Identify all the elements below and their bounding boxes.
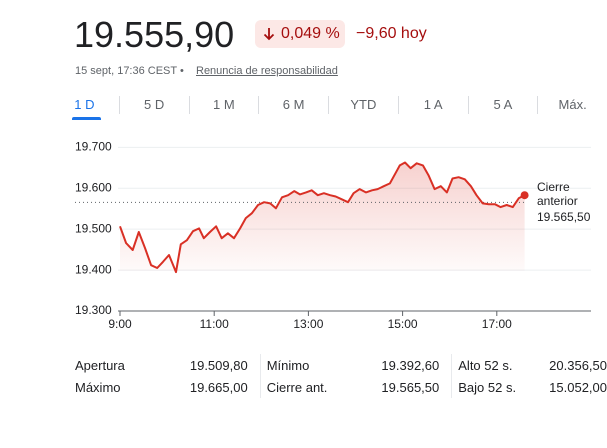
price: 19.555,90 xyxy=(74,14,235,55)
stat-value: 19.392,60 xyxy=(345,354,453,376)
stat-label: Máximo xyxy=(75,379,121,395)
range-tab[interactable]: 1 A xyxy=(397,96,468,114)
stats-table: Apertura 19.509,80 Mínimo 19.392,60 Alto 52 … xyxy=(73,354,607,398)
stats-row: Apertura 19.509,80 Mínimo 19.392,60 Alto 52 … xyxy=(73,354,607,376)
stat-value: 20.356,50 xyxy=(549,357,607,373)
previous-close-label: Cierre anterior xyxy=(537,180,578,208)
range-tab[interactable]: 1 D xyxy=(50,96,119,120)
previous-close-value: 19.565,50 xyxy=(537,210,591,224)
range-tab[interactable]: 5 D xyxy=(118,96,189,114)
timestamp: 15 sept, 17:36 CEST • xyxy=(75,65,184,77)
x-tick-label: 9:00 xyxy=(108,317,132,331)
x-tick-label: 17:00 xyxy=(482,317,512,331)
last-point xyxy=(520,191,529,200)
stats-row: Máximo 19.665,00 Cierre ant. 19.565,50 Bajo … xyxy=(73,376,607,398)
change-today: −9,60 hoy xyxy=(356,25,427,42)
stat-label: Bajo 52 s. xyxy=(458,379,517,395)
range-tab[interactable]: Máx. xyxy=(537,96,607,114)
stat-label: Cierre ant. xyxy=(266,379,328,395)
stat-value: 19.509,80 xyxy=(154,354,261,376)
down-arrow xyxy=(263,28,275,41)
y-tick-label: 19.300 xyxy=(75,303,112,317)
x-tick-label: 15:00 xyxy=(388,317,418,331)
y-tick-label: 19.400 xyxy=(75,262,112,276)
change-badge: 0,049 % xyxy=(255,20,345,48)
range-tab[interactable]: 1 M xyxy=(188,96,259,114)
price-line xyxy=(119,161,526,274)
range-tab[interactable]: 5 A xyxy=(467,96,538,114)
range-tab[interactable]: 6 M xyxy=(258,96,328,114)
x-tick-label: 13:00 xyxy=(293,317,323,331)
stat-value: 15.052,00 xyxy=(549,379,607,395)
y-tick-label: 19.500 xyxy=(75,221,112,235)
range-tab[interactable]: YTD xyxy=(328,96,398,114)
stat-label: Mínimo xyxy=(266,357,310,373)
x-tick-label: 11:00 xyxy=(200,317,229,331)
stat-value: 19.665,00 xyxy=(154,376,261,398)
stat-value: 19.565,50 xyxy=(345,376,453,398)
y-tick-label: 19.600 xyxy=(75,180,112,194)
change-percent: 0,049 % xyxy=(281,25,340,42)
stat-label: Apertura xyxy=(75,357,125,373)
stat-label: Alto 52 s. xyxy=(458,357,513,373)
y-tick-label: 19.700 xyxy=(75,140,112,154)
disclaimer-link[interactable]: Renuncia de responsabilidad xyxy=(196,65,338,77)
area xyxy=(120,162,525,273)
